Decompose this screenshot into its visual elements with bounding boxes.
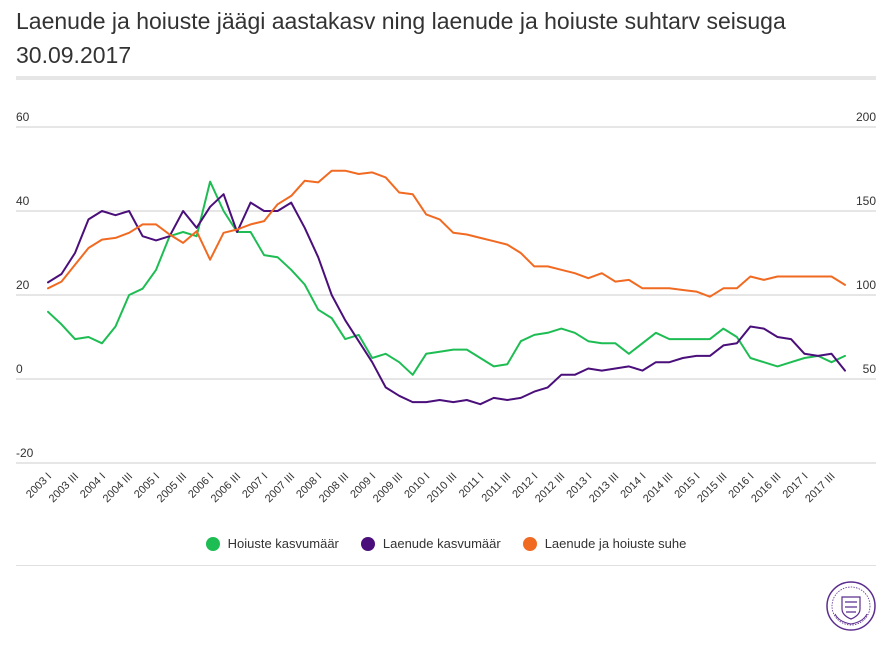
legend-item-suhe[interactable]: Laenude ja hoiuste suhe xyxy=(522,536,687,551)
x-tick-label: 2017 III xyxy=(803,471,837,505)
x-tick-label: 2011 III xyxy=(480,471,514,505)
x-tick-label: 2015 III xyxy=(695,471,729,505)
x-tick-label: 2006 III xyxy=(209,471,243,505)
x-tick-label: 2004 III xyxy=(101,471,135,505)
x-tick-label: 2010 III xyxy=(425,471,459,505)
y-right-tick-label: 50 xyxy=(863,362,877,376)
series-line-suhe xyxy=(47,169,846,298)
x-tick-label: 2014 III xyxy=(641,471,675,505)
y-left-tick-label: 60 xyxy=(16,110,30,124)
legend: Hoiuste kasvumäär Laenude kasvumäär Laen… xyxy=(0,536,892,551)
legend-label-laenud: Laenude kasvumäär xyxy=(382,536,501,551)
x-tick-label: 2012 III xyxy=(533,471,567,505)
x-tick-label: 2007 III xyxy=(263,471,297,505)
legend-item-hoiused[interactable]: Hoiuste kasvumäär xyxy=(205,536,339,551)
y-left-tick-label: 0 xyxy=(16,362,23,376)
x-tick-label: 2005 III xyxy=(155,471,189,505)
y-right-tick-label: 100 xyxy=(856,278,876,292)
chart-title: Laenude ja hoiuste jäägi aastakasv ning … xyxy=(16,8,786,68)
x-tick-label: 2003 III xyxy=(47,471,81,505)
legend-dot-laenud xyxy=(360,536,375,551)
bottom-divider xyxy=(16,565,876,566)
x-tick-label: 2008 III xyxy=(317,471,351,505)
y-right-tick-label: 200 xyxy=(856,110,876,124)
legend-dot-suhe xyxy=(522,536,537,551)
y-right-tick-label: 150 xyxy=(856,194,876,208)
title-divider xyxy=(16,76,876,80)
x-tick-label: 2013 III xyxy=(587,471,621,505)
series-line-hoiused xyxy=(47,180,846,376)
series-line-laenud xyxy=(47,193,846,406)
y-left-tick-label: -20 xyxy=(16,446,34,460)
estonian-central-bank-seal-icon xyxy=(826,581,876,631)
y-left-tick-label: 20 xyxy=(16,278,30,292)
x-tick-label: 2009 III xyxy=(371,471,405,505)
legend-label-hoiused: Hoiuste kasvumäär xyxy=(227,536,339,551)
legend-item-laenud[interactable]: Laenude kasvumäär xyxy=(360,536,501,551)
y-left-tick-label: 40 xyxy=(16,194,30,208)
legend-label-suhe: Laenude ja hoiuste suhe xyxy=(544,536,687,551)
x-tick-label: 2016 III xyxy=(749,471,783,505)
legend-dot-hoiused xyxy=(205,536,220,551)
